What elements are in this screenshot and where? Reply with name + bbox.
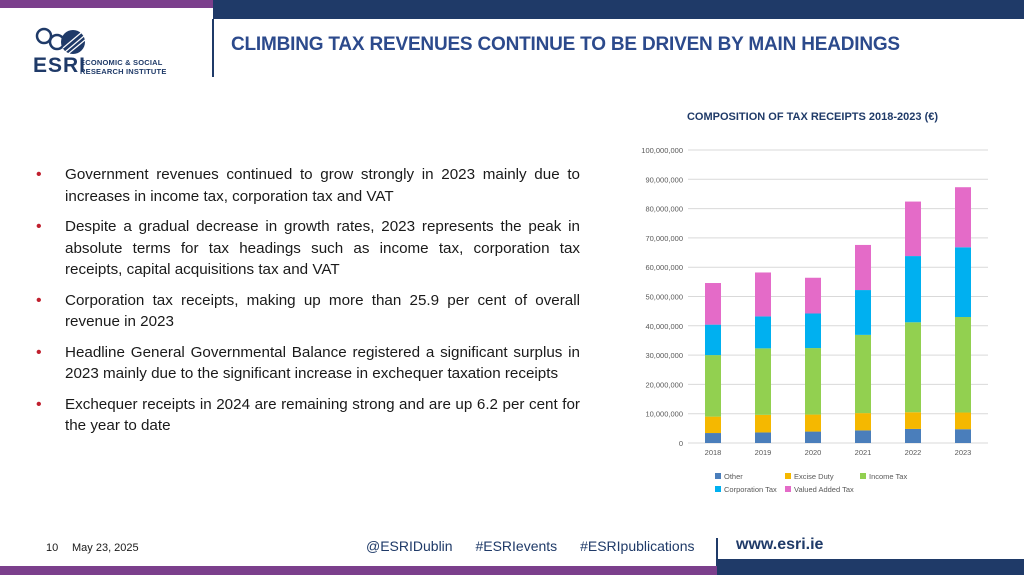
footer-divider [716, 538, 718, 566]
bullet-item: Headline General Governmental Balance re… [36, 342, 580, 385]
logo-text-line-2: RESEARCH INSTITUTE [80, 67, 167, 76]
page-title: CLIMBING TAX REVENUES CONTINUE TO BE DRI… [231, 34, 900, 55]
website-link[interactable]: www.esri.ie [736, 536, 824, 553]
bar-segment [705, 324, 721, 356]
legend-label: Corporation Tax [724, 485, 777, 494]
bar-segment [955, 429, 971, 443]
y-tick-label: 60,000,000 [645, 263, 683, 272]
bar-segment [805, 277, 821, 314]
legend-swatch [785, 473, 791, 479]
bar-segment [705, 433, 721, 443]
bar-segment [755, 414, 771, 433]
legend-label: Valued Added Tax [794, 485, 854, 494]
bar-segment [855, 334, 871, 414]
y-tick-label: 80,000,000 [645, 205, 683, 214]
bar-segment [855, 244, 871, 291]
bar-segment [905, 256, 921, 323]
bar-segment [905, 428, 921, 443]
top-accent-bar-purple [0, 0, 213, 8]
y-tick-label: 90,000,000 [645, 175, 683, 184]
y-tick-label: 50,000,000 [645, 293, 683, 302]
tax-receipts-chart: 0 10,000,000 20,000,000 30,000,000 40,000,00… [641, 146, 988, 494]
x-tick-label: 2018 [705, 448, 722, 457]
bar-segment [755, 316, 771, 349]
bullet-item: Corporation tax receipts, making up more… [36, 290, 580, 333]
logo-text: ECONOMIC & SOCIAL RESEARCH INSTITUTE [80, 58, 167, 76]
bar-segment [905, 201, 921, 257]
y-tick-label: 20,000,000 [645, 380, 683, 389]
y-tick-label: 40,000,000 [645, 322, 683, 331]
chart-title: COMPOSITION OF TAX RECEIPTS 2018-2023 (€… [686, 111, 939, 123]
legend-swatch [785, 486, 791, 492]
footer-accent-bar-navy [717, 559, 1024, 575]
legend-label: Income Tax [869, 472, 907, 481]
bar-segment [805, 348, 821, 415]
bar-segment [955, 317, 971, 413]
bar-segment [705, 416, 721, 434]
page-date: May 23, 2025 [72, 542, 139, 554]
bar-segment [755, 348, 771, 415]
x-tick-label: 2022 [905, 448, 922, 457]
bar-segment [755, 272, 771, 317]
page-number: 10 [46, 542, 59, 554]
footer-accent-bar-purple [0, 566, 717, 575]
bar-segment [855, 430, 871, 443]
y-tick-label: 70,000,000 [645, 234, 683, 243]
x-tick-label: 2020 [805, 448, 822, 457]
x-tick-label: 2019 [755, 448, 772, 457]
legend-swatch [715, 486, 721, 492]
bar-segment [905, 412, 921, 429]
esri-logo: ESRI [30, 26, 210, 81]
bar-segment [955, 247, 971, 318]
bar-segment [705, 355, 721, 417]
social-twitter-link[interactable]: @ESRIDublin [366, 538, 453, 554]
bar-segment [955, 412, 971, 430]
esri-logo-icon [35, 27, 86, 55]
bar-segment [755, 432, 771, 443]
bar-segment [905, 322, 921, 413]
bullet-list: Government revenues continued to grow st… [36, 164, 580, 446]
logo-text-line-1: ECONOMIC & SOCIAL [80, 58, 163, 67]
header-divider [212, 19, 214, 77]
legend-swatch [715, 473, 721, 479]
x-tick-label: 2023 [955, 448, 972, 457]
bar-segment [705, 283, 721, 325]
social-handles: @ESRIDublin #ESRIevents #ESRIpublication… [366, 538, 713, 554]
bar-segment [805, 431, 821, 443]
social-events-hashtag[interactable]: #ESRIevents [475, 538, 558, 554]
top-accent-bar-navy [213, 0, 1024, 19]
bar-segment [955, 187, 971, 248]
bar-segment [855, 413, 871, 431]
legend-swatch [860, 473, 866, 479]
y-tick-label: 0 [679, 439, 683, 448]
bullet-item: Government revenues continued to grow st… [36, 164, 580, 207]
y-tick-label: 100,000,000 [641, 146, 683, 155]
social-publications-hashtag[interactable]: #ESRIpublications [580, 538, 695, 554]
bullet-item: Despite a gradual decrease in growth rat… [36, 216, 580, 281]
bar-segment [855, 290, 871, 335]
legend-label: Other [724, 472, 743, 481]
legend-label: Excise Duty [794, 472, 834, 481]
y-tick-label: 10,000,000 [645, 410, 683, 419]
x-tick-label: 2021 [855, 448, 872, 457]
bullet-item: Exchequer receipts in 2024 are remaining… [36, 394, 580, 437]
bar-segment [805, 414, 821, 432]
y-tick-label: 30,000,000 [645, 351, 683, 360]
bar-segment [805, 313, 821, 349]
logo-wordmark: ESRI [33, 54, 87, 77]
